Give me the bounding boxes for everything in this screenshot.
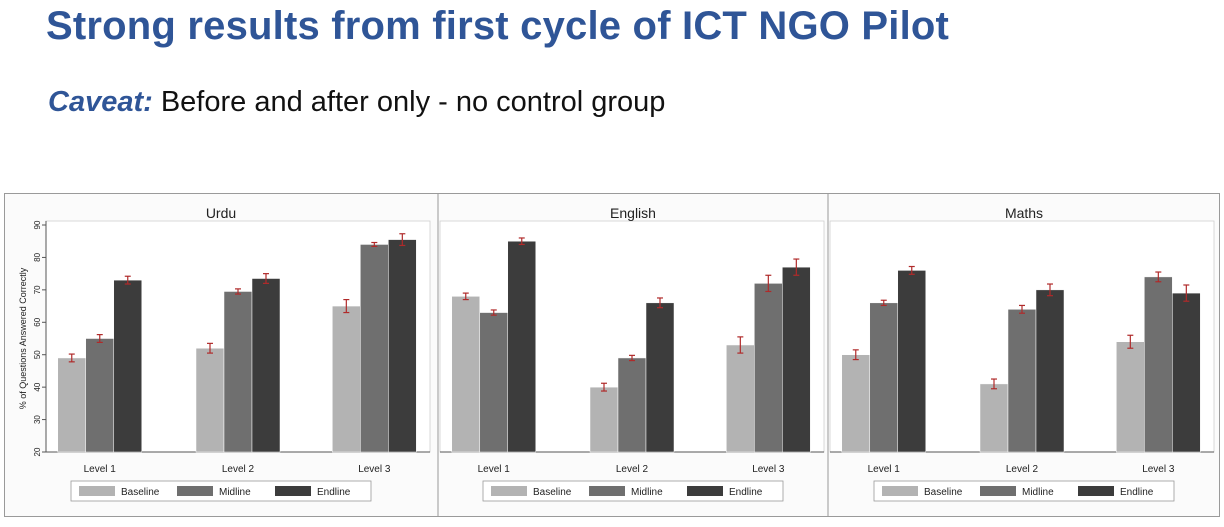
chart-panel: Urdu 20 30 40 50 60 70 80 90 % of Questions Answe… bbox=[4, 193, 1220, 517]
page-title: Strong results from first cycle of ICT N… bbox=[46, 4, 950, 48]
bar-midline bbox=[1144, 276, 1173, 453]
x-tick-label: Level 1 bbox=[478, 464, 511, 475]
bar-baseline bbox=[195, 347, 225, 453]
y-tick-label: 70 bbox=[33, 285, 42, 294]
bar-baseline bbox=[979, 383, 1009, 453]
x-tick-label: Level 1 bbox=[84, 464, 117, 475]
legend-label: Midline bbox=[631, 487, 663, 498]
bar-endline bbox=[1035, 289, 1065, 453]
caveat-text: Before and after only - no control group bbox=[152, 86, 666, 118]
legend-swatch bbox=[491, 486, 527, 496]
x-tick-label: Level 3 bbox=[1142, 464, 1175, 475]
y-tick-label: 60 bbox=[33, 317, 42, 326]
legend-label: Baseline bbox=[924, 487, 963, 498]
bar-endline bbox=[645, 302, 675, 453]
legend-label: Endline bbox=[729, 487, 763, 498]
chart-title: Urdu bbox=[206, 205, 236, 221]
y-tick-label: 20 bbox=[33, 447, 42, 456]
legend-swatch bbox=[589, 486, 625, 496]
legend-label: Baseline bbox=[121, 487, 160, 498]
bar-endline bbox=[388, 239, 417, 453]
x-tick-label: Level 2 bbox=[616, 464, 649, 475]
y-tick-label: 50 bbox=[33, 350, 42, 359]
y-axis-label: % of Questions Answered Correctly bbox=[18, 267, 28, 409]
bar-midline bbox=[1007, 309, 1037, 453]
legend-label: Endline bbox=[317, 487, 351, 498]
legend-label: Baseline bbox=[533, 487, 572, 498]
legend-label: Endline bbox=[1120, 487, 1154, 498]
legend-label: Midline bbox=[219, 487, 251, 498]
legend-swatch bbox=[687, 486, 723, 496]
chart-title: English bbox=[610, 205, 656, 221]
legend-swatch bbox=[275, 486, 311, 496]
legend-swatch bbox=[177, 486, 213, 496]
x-tick-label: Level 2 bbox=[222, 464, 255, 475]
bar-endline bbox=[507, 240, 537, 453]
y-tick-label: 40 bbox=[33, 382, 42, 391]
legend-swatch bbox=[980, 486, 1016, 496]
bar-baseline bbox=[589, 386, 619, 453]
bar-baseline bbox=[726, 344, 755, 453]
legend-swatch bbox=[882, 486, 918, 496]
bar-midline bbox=[223, 291, 253, 453]
x-tick-label: Level 2 bbox=[1006, 464, 1039, 475]
bar-endline bbox=[1172, 292, 1201, 453]
bar-midline bbox=[85, 338, 115, 453]
bar-midline bbox=[360, 244, 389, 453]
bar-endline bbox=[251, 278, 281, 453]
bar-midline bbox=[617, 357, 647, 453]
bar-endline bbox=[897, 270, 927, 453]
subtitle: Caveat: Before and after only - no contr… bbox=[48, 86, 665, 119]
legend-swatch bbox=[79, 486, 115, 496]
bar-baseline bbox=[332, 305, 361, 453]
y-tick-label: 80 bbox=[33, 252, 42, 261]
x-tick-label: Level 1 bbox=[868, 464, 901, 475]
x-tick-label: Level 3 bbox=[358, 464, 391, 475]
bar-midline bbox=[479, 312, 509, 453]
legend-label: Midline bbox=[1022, 487, 1054, 498]
bar-endline bbox=[782, 266, 811, 453]
bar-baseline bbox=[841, 354, 871, 453]
y-tick-label: 30 bbox=[33, 415, 42, 424]
bar-baseline bbox=[451, 296, 481, 453]
bar-charts: Urdu 20 30 40 50 60 70 80 90 % of Questions Answe… bbox=[4, 193, 1220, 517]
caveat-label: Caveat: bbox=[48, 86, 153, 118]
bar-midline bbox=[754, 283, 783, 453]
bar-baseline bbox=[57, 357, 87, 453]
legend-swatch bbox=[1078, 486, 1114, 496]
y-tick-label: 90 bbox=[33, 220, 42, 229]
bar-endline bbox=[113, 279, 143, 453]
x-tick-label: Level 3 bbox=[752, 464, 785, 475]
bar-midline bbox=[869, 302, 899, 453]
chart-title: Maths bbox=[1005, 205, 1043, 221]
bar-baseline bbox=[1116, 341, 1145, 453]
